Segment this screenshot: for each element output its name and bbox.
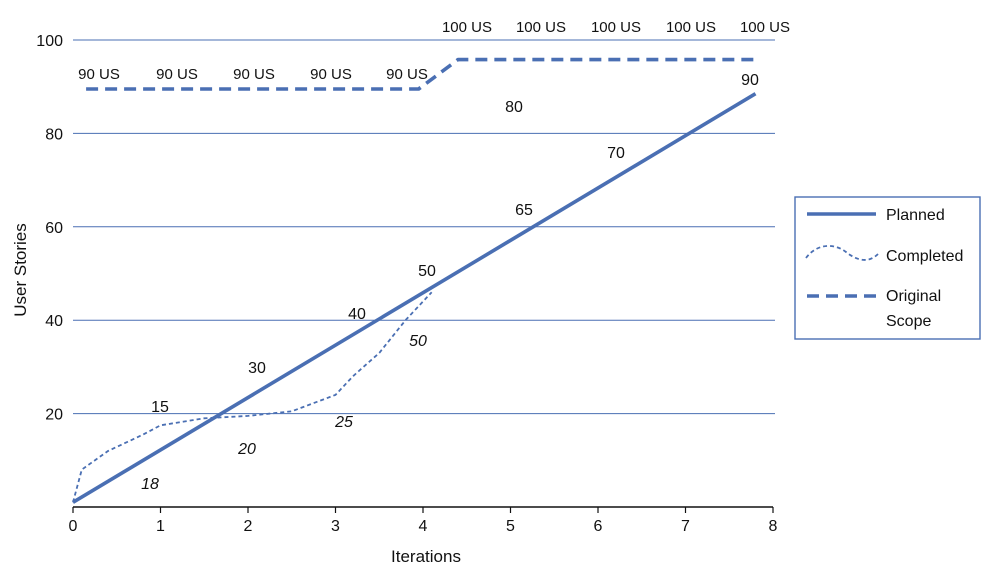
series-lines xyxy=(72,57,757,504)
scope-label: 90 US xyxy=(310,66,352,83)
completed-label: 25 xyxy=(334,414,353,431)
legend-box xyxy=(794,196,981,340)
legend-label-original-scope: Original Scope xyxy=(886,288,941,330)
gridlines xyxy=(73,39,775,415)
planned-label: 40 xyxy=(348,306,366,323)
legend-swatch-completed xyxy=(805,245,879,261)
completed-label: 20 xyxy=(237,441,256,458)
completed-label: 50 xyxy=(409,333,427,350)
y-axis-title: User Stories xyxy=(11,223,30,317)
x-tick-label: 3 xyxy=(331,518,340,535)
series-line-completed xyxy=(72,291,433,503)
y-tick-label: 20 xyxy=(45,407,63,424)
planned-label: 70 xyxy=(607,145,625,162)
scope-label: 100 US xyxy=(666,19,716,36)
x-tick-label: 7 xyxy=(681,518,690,535)
x-tick-label: 6 xyxy=(594,518,603,535)
legend-label-completed: Completed xyxy=(886,248,963,265)
legend: Planned Completed Original Scope xyxy=(794,196,981,340)
scope-label: 100 US xyxy=(740,19,790,36)
data-labels: 15 30 40 50 65 70 80 90 18 20 25 50 90 US 90 US 90 US 9… xyxy=(78,19,790,493)
scope-label: 90 US xyxy=(233,66,275,83)
series-line-planned xyxy=(72,92,757,504)
scope-label: 100 US xyxy=(516,19,566,36)
x-tick-label: 2 xyxy=(244,518,253,535)
scope-label: 90 US xyxy=(78,66,120,83)
planned-label: 65 xyxy=(515,202,533,219)
y-tick-label: 100 xyxy=(36,33,63,50)
planned-label: 15 xyxy=(151,399,169,416)
planned-label: 90 xyxy=(741,72,759,89)
completed-label: 18 xyxy=(141,476,159,493)
planned-label: 30 xyxy=(248,360,266,377)
x-tick-label: 1 xyxy=(156,518,165,535)
y-tick-label: 80 xyxy=(45,126,63,143)
x-tick-label: 5 xyxy=(506,518,515,535)
scope-label: 90 US xyxy=(156,66,198,83)
scope-label: 90 US xyxy=(386,66,428,83)
legend-label-planned: Planned xyxy=(886,207,945,224)
y-tick-label: 60 xyxy=(45,220,63,237)
x-tick-label: 4 xyxy=(419,518,428,535)
scope-label: 100 US xyxy=(442,19,492,36)
x-tick-label: 8 xyxy=(769,518,778,535)
x-tick-label: 0 xyxy=(69,518,78,535)
axes: 20 40 60 80 100 0 1 2 3 4 5 6 7 8 xyxy=(36,33,777,535)
planned-label: 50 xyxy=(418,263,436,280)
x-axis-title: Iterations xyxy=(391,547,461,566)
y-tick-label: 40 xyxy=(45,313,63,330)
planned-label: 80 xyxy=(505,99,523,116)
scope-label: 100 US xyxy=(591,19,641,36)
